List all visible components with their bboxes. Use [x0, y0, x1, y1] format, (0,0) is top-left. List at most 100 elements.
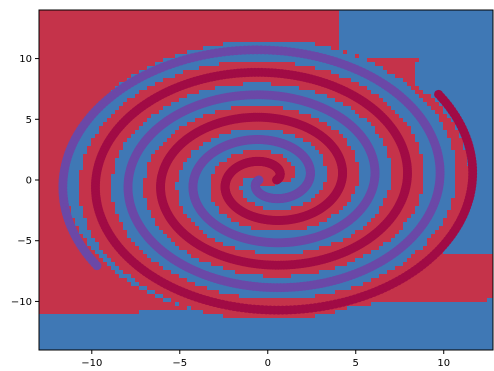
region-cell: [195, 30, 200, 35]
region-cell: [87, 142, 92, 147]
region-cell: [107, 166, 112, 171]
region-cell: [211, 342, 216, 347]
region-cell: [75, 58, 80, 63]
region-cell: [147, 50, 152, 55]
region-cell: [199, 26, 204, 31]
region-cell: [175, 274, 180, 279]
region-cell: [231, 330, 236, 335]
region-cell: [95, 318, 100, 323]
region-cell: [239, 314, 244, 319]
region-cell: [243, 314, 248, 319]
region-cell: [103, 282, 108, 287]
region-cell: [211, 306, 216, 311]
region-cell: [199, 22, 204, 27]
region-cell: [47, 94, 52, 99]
region-cell: [167, 274, 172, 279]
region-cell: [219, 86, 224, 91]
region-cell: [271, 86, 276, 91]
region-cell: [211, 162, 216, 167]
region-cell: [91, 346, 96, 350]
region-cell: [239, 130, 244, 135]
region-cell: [203, 330, 208, 335]
region-cell: [255, 222, 260, 227]
region-cell: [243, 106, 248, 111]
region-cell: [243, 34, 248, 39]
region-cell: [215, 346, 220, 350]
region-cell: [215, 310, 220, 315]
region-cell: [87, 278, 92, 283]
region-cell: [139, 210, 144, 215]
region-cell: [187, 286, 192, 291]
region-cell: [139, 322, 144, 327]
region-cell: [67, 114, 72, 119]
region-cell: [47, 102, 52, 107]
region-cell: [179, 170, 184, 175]
region-cell: [107, 318, 112, 323]
region-cell: [71, 338, 76, 343]
region-cell: [71, 158, 76, 163]
region-cell: [191, 122, 196, 127]
region-cell: [111, 166, 116, 171]
region-cell: [59, 10, 64, 15]
region-cell: [87, 54, 92, 59]
region-cell: [91, 230, 96, 235]
region-cell: [147, 334, 152, 339]
region-cell: [271, 246, 276, 251]
region-cell: [211, 310, 216, 315]
region-cell: [159, 338, 164, 343]
region-cell: [219, 114, 224, 119]
region-cell: [211, 198, 216, 203]
region-cell: [195, 314, 200, 319]
region-cell: [271, 186, 276, 191]
region-cell: [63, 50, 68, 55]
region-cell: [155, 318, 160, 323]
region-cell: [223, 214, 228, 219]
region-cell: [231, 66, 236, 71]
region-cell: [43, 206, 48, 211]
region-cell: [63, 322, 68, 327]
region-cell: [111, 270, 116, 275]
region-cell: [107, 82, 112, 87]
region-cell: [191, 14, 196, 19]
region-cell: [151, 26, 156, 31]
region-cell: [227, 102, 232, 107]
region-cell: [47, 166, 52, 171]
region-cell: [207, 310, 212, 315]
region-cell: [39, 54, 44, 59]
region-cell: [55, 190, 60, 195]
region-cell: [59, 278, 64, 283]
region-cell: [183, 126, 188, 131]
region-cell: [247, 146, 252, 151]
region-cell: [271, 110, 276, 115]
region-cell: [223, 130, 228, 135]
region-cell: [71, 82, 76, 87]
region-cell: [159, 254, 164, 259]
region-cell: [87, 78, 92, 83]
region-cell: [207, 66, 212, 71]
region-cell: [151, 86, 156, 91]
region-cell: [55, 74, 60, 79]
region-cell: [135, 26, 140, 31]
region-cell: [271, 230, 276, 235]
region-cell: [251, 110, 256, 115]
region-cell: [207, 326, 212, 331]
region-cell: [251, 22, 256, 27]
region-cell: [115, 234, 120, 239]
region-cell: [51, 186, 56, 191]
region-cell: [231, 310, 236, 315]
region-cell: [219, 238, 224, 243]
region-cell: [219, 234, 224, 239]
region-cell: [51, 166, 56, 171]
region-cell: [163, 126, 168, 131]
region-cell: [151, 282, 156, 287]
region-cell: [59, 78, 64, 83]
region-cell: [83, 102, 88, 107]
region-cell: [143, 10, 148, 15]
region-cell: [183, 210, 188, 215]
region-cell: [123, 230, 128, 235]
region-cell: [255, 202, 260, 207]
region-cell: [71, 62, 76, 67]
region-cell: [95, 26, 100, 31]
region-cell: [231, 266, 236, 271]
region-cell: [95, 18, 100, 23]
